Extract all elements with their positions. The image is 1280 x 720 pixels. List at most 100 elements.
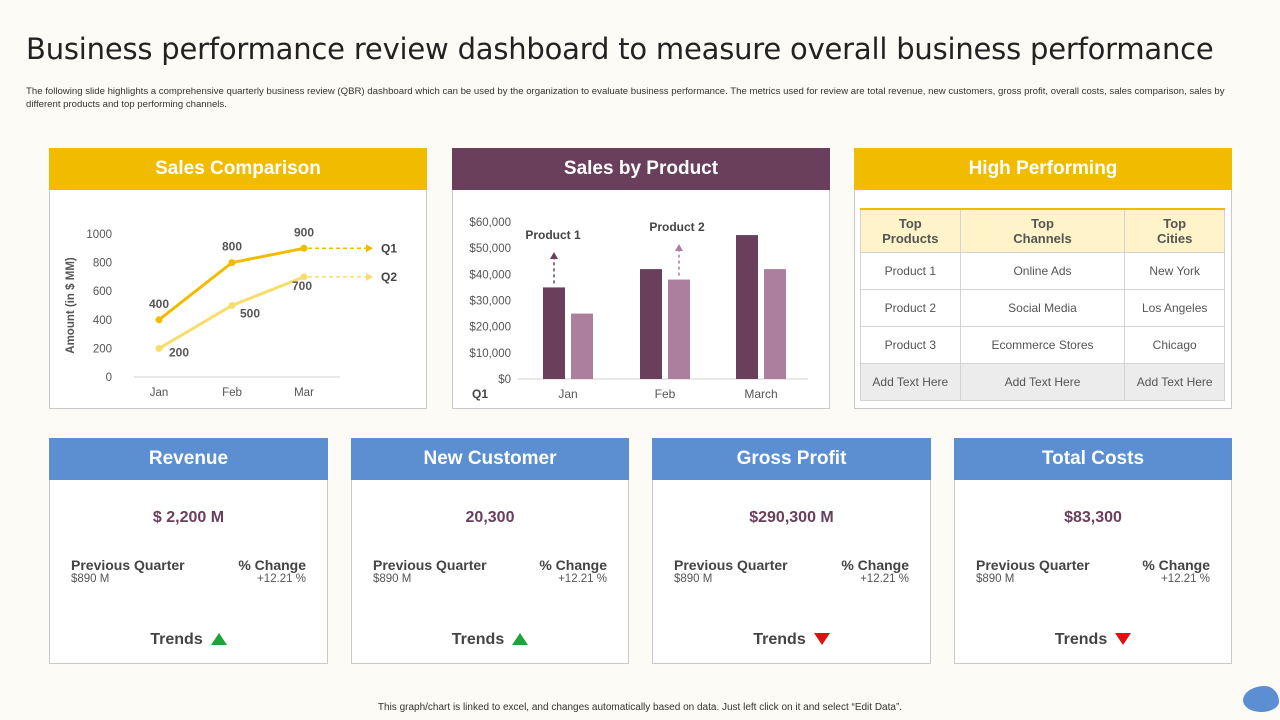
y-tick-label: $10,000 bbox=[469, 348, 511, 360]
data-point bbox=[300, 273, 308, 281]
table-cell: Los Angeles bbox=[1124, 288, 1225, 327]
y-tick-label: $50,000 bbox=[469, 243, 511, 255]
data-point bbox=[228, 302, 236, 309]
y-tick-label: 800 bbox=[93, 258, 112, 270]
trend-up-icon bbox=[512, 633, 529, 645]
data-label: 800 bbox=[222, 240, 242, 254]
y-tick-label: $20,000 bbox=[469, 322, 511, 334]
total-costs-header: Total Costs bbox=[954, 438, 1232, 480]
y-axis-label: Amount (in $ MM) bbox=[65, 257, 77, 354]
table-cell: New York bbox=[1124, 251, 1225, 290]
x-tick-label: Mar bbox=[294, 387, 314, 399]
data-label: 500 bbox=[240, 307, 260, 321]
trend-label: Trends bbox=[1054, 631, 1108, 648]
trend-label: Trends bbox=[150, 631, 203, 648]
gross-profit-value: $290,300 M bbox=[749, 509, 834, 526]
previous-quarter-label: Previous Quarter bbox=[674, 557, 788, 573]
sales-by-product-card: Sales by Product $0 $10,000 $20,000 $30,000… bbox=[452, 148, 830, 409]
data-point bbox=[155, 316, 163, 324]
x-tick-label: Feb bbox=[222, 387, 242, 399]
annotation-arrow-head bbox=[675, 244, 683, 251]
series-label-q2: Q2 bbox=[381, 270, 397, 284]
trend-down-icon bbox=[1115, 633, 1132, 645]
percent-change-label: % Change bbox=[841, 557, 909, 573]
data-point bbox=[300, 244, 308, 252]
new-customer-card: New Customer 20,300 Previous Quarter $89… bbox=[351, 438, 629, 664]
series-label-q1: Q1 bbox=[381, 241, 397, 255]
revenue-header: Revenue bbox=[49, 438, 328, 480]
bar-product-2 bbox=[668, 279, 690, 379]
total-costs-card: Total Costs $83,300 Previous Quarter $89… bbox=[954, 438, 1232, 664]
table-row: Add Text Here Add Text Here Add Text Her… bbox=[860, 362, 1225, 401]
table-row: Product 1 Online Ads New York bbox=[860, 251, 1225, 290]
previous-quarter-value: $890 M bbox=[373, 573, 412, 585]
previous-quarter-value: $890 M bbox=[71, 573, 110, 585]
previous-quarter-label: Previous Quarter bbox=[976, 557, 1090, 573]
trend-down-icon bbox=[813, 633, 830, 645]
table-cell: Add Text Here bbox=[1124, 362, 1225, 401]
data-label: 700 bbox=[292, 279, 312, 293]
percent-change-label: % Change bbox=[238, 557, 306, 573]
y-tick-label: $30,000 bbox=[469, 296, 511, 308]
y-tick-label: $60,000 bbox=[469, 217, 511, 229]
col-header-top-channels: Top Channels bbox=[959, 208, 1126, 253]
trend-label: Trends bbox=[451, 631, 505, 648]
series-line-q2 bbox=[158, 275, 305, 350]
gross-profit-header: Gross Profit bbox=[652, 438, 931, 480]
percent-change-label: % Change bbox=[1142, 557, 1210, 573]
annotation-arrow-head bbox=[550, 252, 558, 259]
high-performing-header: High Performing bbox=[854, 148, 1232, 190]
y-tick-label: 600 bbox=[93, 286, 112, 298]
high-performing-table: Top Products Top Channels Top Cities Pro… bbox=[860, 208, 1225, 401]
trend-label: Trends bbox=[753, 631, 806, 648]
page-title: Business performance review dashboard to… bbox=[26, 32, 1214, 66]
data-point bbox=[155, 344, 163, 352]
previous-quarter-label: Previous Quarter bbox=[373, 557, 487, 573]
footer-note: This graph/chart is linked to excel, and… bbox=[377, 702, 903, 713]
percent-change-value: +12.21 % bbox=[558, 573, 607, 585]
table-cell: Ecommerce Stores bbox=[959, 325, 1126, 364]
table-cell: Product 3 bbox=[860, 325, 961, 364]
sales-comparison-header: Sales Comparison bbox=[49, 148, 427, 190]
y-tick-label: 200 bbox=[93, 343, 112, 355]
col-header-top-cities: Top Cities bbox=[1124, 208, 1225, 253]
bar-product-1 bbox=[640, 269, 662, 379]
sales-by-product-chart[interactable]: $0 $10,000 $20,000 $30,000 $40,000 $50,000 $60… bbox=[453, 190, 829, 408]
revenue-card: Revenue $ 2,200 M Previous Quarter $890 … bbox=[49, 438, 328, 664]
table-cell: Add Text Here bbox=[860, 362, 961, 401]
table-cell: Online Ads bbox=[959, 251, 1126, 290]
table-cell: Social Media bbox=[959, 288, 1126, 327]
percent-change-value: +12.21 % bbox=[860, 573, 909, 585]
x-axis-prefix-label: Q1 bbox=[472, 387, 488, 401]
data-label: 200 bbox=[169, 345, 189, 359]
y-tick-label: $0 bbox=[498, 374, 511, 386]
trend-up-icon bbox=[210, 633, 227, 645]
trend: Trends bbox=[50, 631, 327, 649]
bar-product-2 bbox=[571, 313, 593, 379]
data-label: 400 bbox=[149, 297, 169, 311]
bar-product-1 bbox=[543, 287, 565, 379]
y-tick-label: 1000 bbox=[86, 229, 112, 241]
percent-change-label: % Change bbox=[539, 557, 607, 573]
y-tick-label: $40,000 bbox=[469, 269, 511, 281]
data-point bbox=[228, 259, 236, 267]
previous-quarter-value: $890 M bbox=[976, 573, 1015, 585]
page-subtitle: The following slide highlights a compreh… bbox=[26, 86, 1225, 110]
previous-quarter-label: Previous Quarter bbox=[71, 557, 185, 573]
table-cell: Chicago bbox=[1124, 325, 1225, 364]
y-tick-label: 0 bbox=[106, 372, 112, 384]
sales-by-product-header: Sales by Product bbox=[452, 148, 830, 190]
table-cell: Add Text Here bbox=[959, 362, 1126, 401]
x-tick-label: Feb bbox=[655, 387, 676, 401]
total-costs-value: $83,300 bbox=[1064, 509, 1122, 526]
sales-comparison-card: Sales Comparison 0 200 400 600 800 1000 Jan Feb… bbox=[49, 148, 427, 409]
new-customer-value: 20,300 bbox=[465, 509, 515, 526]
table-row: Product 3 Ecommerce Stores Chicago bbox=[860, 325, 1225, 364]
col-header-top-products: Top Products bbox=[860, 208, 961, 253]
annotation-label: Product 1 bbox=[525, 228, 581, 242]
sales-comparison-chart[interactable]: 0 200 400 600 800 1000 Jan Feb Mar Amount (in $ M… bbox=[50, 190, 426, 408]
table-cell: Product 1 bbox=[860, 251, 961, 290]
x-tick-label: Jan bbox=[558, 387, 577, 401]
table-row: Product 2 Social Media Los Angeles bbox=[860, 288, 1225, 327]
trend-arrow-head bbox=[366, 244, 373, 253]
